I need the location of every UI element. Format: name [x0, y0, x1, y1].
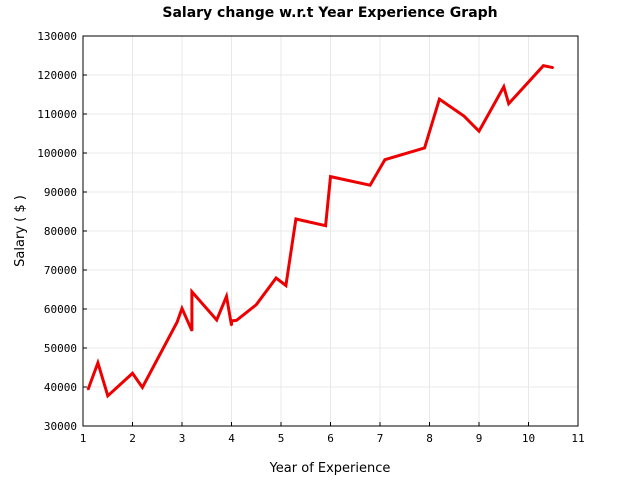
data-point: [235, 319, 238, 322]
x-tick-label: 1: [80, 432, 87, 445]
x-tick-label: 11: [571, 432, 584, 445]
y-tick-label: 110000: [37, 108, 77, 121]
data-point: [423, 147, 426, 149]
data-point: [230, 324, 233, 327]
x-tick-label: 7: [377, 432, 384, 445]
y-axis: 30000 40000 50000 60000 70000 80000 90000 10000…: [37, 30, 87, 433]
data-point: [215, 319, 218, 321]
data-point: [87, 388, 89, 391]
data-point: [230, 320, 233, 322]
data-point: [106, 395, 109, 397]
x-axis: 1 2 3 4 5 6 7 8 9 10 11: [80, 422, 585, 445]
data-point: [329, 175, 332, 178]
x-tick-label: 6: [327, 432, 334, 445]
data-point: [97, 362, 99, 364]
y-axis-label: Salary ( $ ): [13, 195, 28, 267]
x-axis-label: Year of Experience: [269, 461, 391, 476]
data-point: [225, 295, 228, 298]
data-point: [438, 98, 441, 100]
salary-series-line: [86, 64, 554, 399]
data-point: [369, 184, 371, 187]
y-tick-label: 90000: [44, 186, 77, 199]
x-tick-label: 3: [179, 432, 186, 445]
data-point: [141, 386, 144, 389]
y-tick-label: 40000: [44, 381, 77, 394]
data-point: [191, 329, 193, 332]
data-point: [285, 284, 287, 287]
data-point: [255, 303, 258, 306]
data-point: [324, 224, 327, 227]
x-tick-label: 4: [228, 432, 235, 445]
data-point: [131, 372, 134, 375]
y-tick-label: 80000: [44, 225, 77, 238]
data-point: [295, 218, 297, 220]
data-point: [463, 115, 465, 118]
y-tick-label: 70000: [44, 264, 77, 277]
y-tick-label: 50000: [44, 342, 77, 355]
data-point: [384, 158, 386, 161]
data-point: [542, 64, 545, 67]
data-point: [552, 66, 555, 69]
chart-title: Salary change w.r.t Year Experience Grap…: [162, 5, 497, 21]
data-point: [507, 102, 510, 105]
data-point: [502, 86, 505, 88]
y-tick-label: 100000: [37, 147, 77, 160]
data-point: [191, 290, 193, 293]
series-layer: [86, 64, 555, 399]
x-tick-label: 8: [426, 432, 433, 445]
x-tick-label: 5: [278, 432, 285, 445]
x-tick-label: 2: [129, 432, 136, 445]
x-tick-label: 10: [522, 432, 535, 445]
data-point: [181, 307, 183, 310]
y-tick-label: 130000: [37, 30, 77, 43]
y-tick-label: 60000: [44, 303, 77, 316]
data-point: [275, 277, 277, 279]
y-tick-label: 30000: [44, 420, 77, 433]
x-tick-label: 9: [476, 432, 483, 445]
data-point: [176, 321, 178, 323]
y-tick-label: 120000: [37, 69, 77, 82]
data-point: [478, 130, 480, 133]
